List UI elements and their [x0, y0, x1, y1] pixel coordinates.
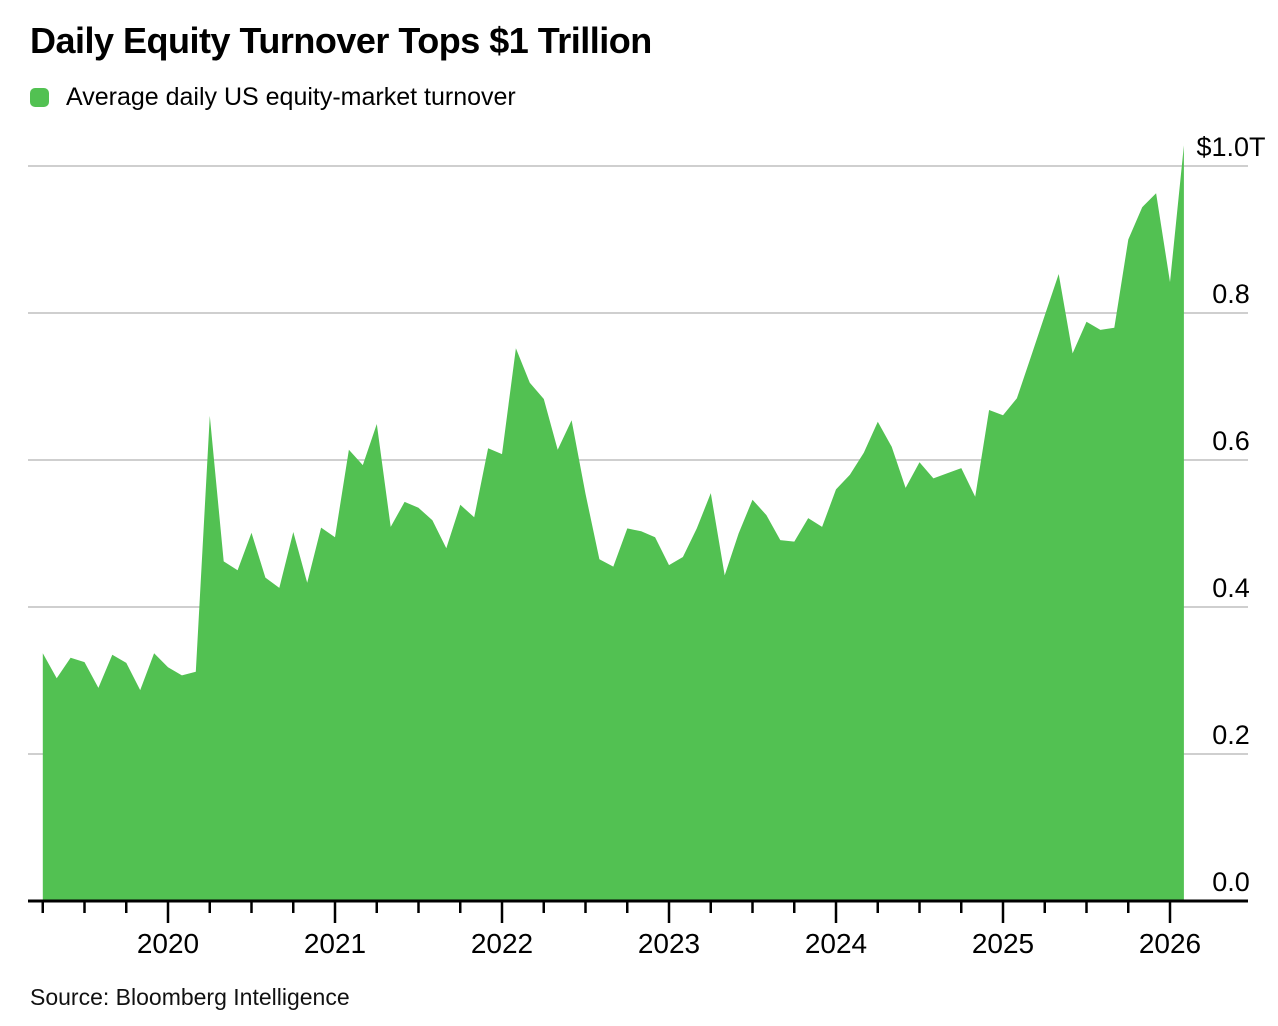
- legend: Average daily US equity-market turnover: [30, 83, 516, 112]
- source-note: Source: Bloomberg Intelligence: [30, 984, 350, 1010]
- y-tick-label: 0.0: [1212, 867, 1250, 897]
- x-tick-label: 2026: [1139, 928, 1201, 959]
- turnover-area-series: [42, 145, 1184, 901]
- x-tick-label: 2021: [304, 928, 366, 959]
- x-tick-label: 2022: [471, 928, 533, 959]
- y-tick-label: 0.4: [1212, 573, 1250, 603]
- legend-swatch: [30, 88, 49, 107]
- x-tick-label: 2024: [805, 928, 867, 959]
- y-tick-label: 0.2: [1212, 720, 1250, 750]
- y-tick-label: 0.6: [1212, 426, 1250, 456]
- legend-label: Average daily US equity-market turnover: [66, 83, 516, 111]
- y-tick-label: 0.8: [1212, 279, 1250, 309]
- y-tick-label: $1.0T: [1196, 132, 1265, 162]
- x-tick-label: 2020: [137, 928, 199, 959]
- x-tick-label: 2025: [972, 928, 1034, 959]
- page-title: Daily Equity Turnover Tops $1 Trillion: [30, 20, 652, 61]
- x-tick-label: 2023: [638, 928, 700, 959]
